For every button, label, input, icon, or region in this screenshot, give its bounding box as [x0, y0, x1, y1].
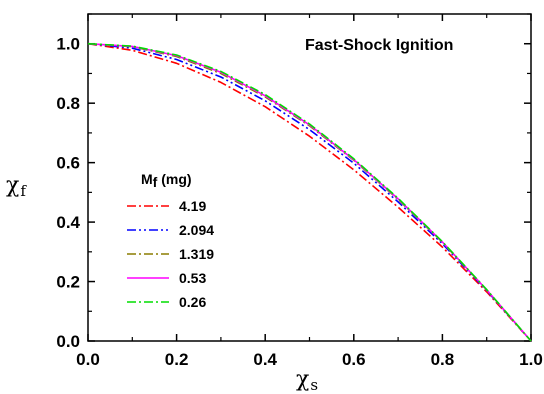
legend-title: Mf (mg)	[141, 171, 192, 190]
y-tick-label: 0.0	[56, 332, 80, 351]
x-tick-label: 0.8	[431, 350, 455, 369]
legend-label: 4.19	[179, 198, 206, 214]
legend-label: 0.53	[179, 270, 206, 286]
x-tick-label: 0.2	[165, 350, 189, 369]
chart-title: Fast-Shock Ignition	[305, 37, 453, 54]
legend-entries: 4.19 2.094 1.319 0.53 0.26	[127, 198, 214, 310]
y-tick-label: 1.0	[56, 35, 80, 54]
x-tick-label: 0.6	[342, 350, 366, 369]
series-lines	[87, 42, 532, 342]
x-tick-label: 1.0	[519, 350, 543, 369]
y-tick-label: 0.8	[56, 94, 80, 113]
y-tick-label: 0.4	[56, 213, 80, 232]
y-tick-label: 0.6	[56, 154, 80, 173]
tick-labels: 0.0 0.2 0.4 0.6 0.8 1.0 0.0 0.2 0.4 0.6 0.8 1.0	[56, 35, 542, 369]
series-line	[87, 42, 532, 342]
y-tick-label: 0.2	[56, 273, 80, 292]
legend-label: 2.094	[179, 222, 214, 238]
series-line	[87, 42, 532, 342]
legend: Mf (mg) 4.19 2.094 1.319 0.53 0.26	[127, 171, 214, 310]
series-line	[87, 42, 532, 342]
x-tick-label: 0.0	[76, 350, 100, 369]
series-line	[87, 42, 532, 342]
x-axis-label: χs	[296, 367, 318, 394]
series-line	[87, 42, 532, 342]
legend-label: 0.26	[179, 294, 206, 310]
y-axis-label: χf	[6, 173, 27, 200]
x-tick-label: 0.4	[253, 350, 277, 369]
ticks	[87, 13, 532, 342]
legend-label: 1.319	[179, 246, 214, 262]
